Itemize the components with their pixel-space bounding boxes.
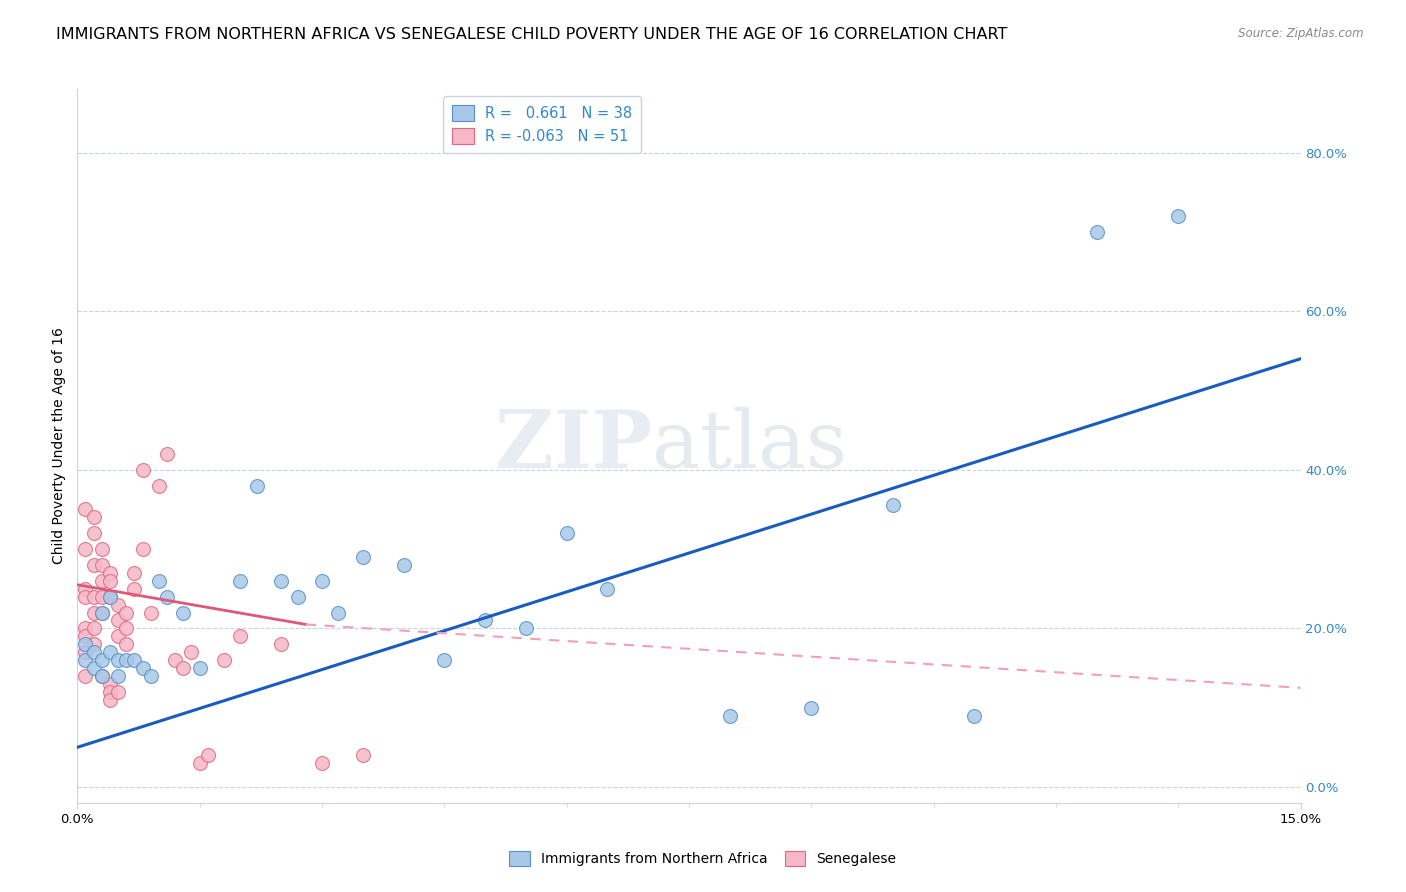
Point	[180, 645, 202, 659]
Point	[98, 692, 121, 706]
Point	[83, 558, 105, 572]
Point	[392, 558, 415, 572]
Point	[90, 590, 112, 604]
Point	[188, 756, 211, 771]
Legend: Immigrants from Northern Africa, Senegalese: Immigrants from Northern Africa, Senegal…	[503, 846, 903, 871]
Point	[131, 661, 153, 675]
Point	[75, 542, 97, 557]
Point	[148, 574, 170, 588]
Point	[433, 653, 456, 667]
Point	[98, 566, 121, 580]
Point	[212, 653, 235, 667]
Point	[124, 653, 146, 667]
Text: IMMIGRANTS FROM NORTHERN AFRICA VS SENEGALESE CHILD POVERTY UNDER THE AGE OF 16 : IMMIGRANTS FROM NORTHERN AFRICA VS SENEG…	[56, 27, 1008, 42]
Point	[83, 526, 105, 541]
Point	[172, 606, 194, 620]
Point	[139, 606, 162, 620]
Point	[75, 582, 97, 596]
Point	[139, 669, 162, 683]
Point	[83, 621, 105, 635]
Point	[963, 708, 986, 723]
Point	[75, 637, 97, 651]
Point	[107, 614, 129, 628]
Point	[75, 590, 97, 604]
Text: atlas: atlas	[652, 407, 848, 485]
Point	[156, 590, 179, 604]
Point	[311, 574, 333, 588]
Point	[115, 606, 138, 620]
Y-axis label: Child Poverty Under the Age of 16: Child Poverty Under the Age of 16	[52, 327, 66, 565]
Point	[270, 574, 292, 588]
Point	[197, 748, 219, 763]
Point	[596, 582, 619, 596]
Point	[90, 606, 112, 620]
Point	[165, 653, 187, 667]
Point	[515, 621, 537, 635]
Point	[131, 463, 153, 477]
Point	[131, 542, 153, 557]
Point	[229, 574, 252, 588]
Point	[98, 574, 121, 588]
Point	[75, 629, 97, 643]
Point	[90, 558, 112, 572]
Legend: R =   0.661   N = 38, R = -0.063   N = 51: R = 0.661 N = 38, R = -0.063 N = 51	[443, 96, 641, 153]
Point	[90, 574, 112, 588]
Point	[474, 614, 496, 628]
Point	[287, 590, 309, 604]
Point	[98, 590, 121, 604]
Point	[83, 637, 105, 651]
Point	[90, 669, 112, 683]
Point	[328, 606, 350, 620]
Point	[75, 621, 97, 635]
Point	[188, 661, 211, 675]
Point	[83, 645, 105, 659]
Point	[107, 629, 129, 643]
Point	[90, 669, 112, 683]
Point	[352, 549, 374, 564]
Point	[83, 606, 105, 620]
Point	[107, 669, 129, 683]
Point	[115, 637, 138, 651]
Point	[115, 653, 138, 667]
Point	[172, 661, 194, 675]
Point	[800, 700, 823, 714]
Point	[75, 645, 97, 659]
Point	[107, 598, 129, 612]
Point	[115, 621, 138, 635]
Point	[83, 661, 105, 675]
Point	[124, 566, 146, 580]
Point	[75, 669, 97, 683]
Point	[124, 582, 146, 596]
Point	[83, 510, 105, 524]
Point	[555, 526, 578, 541]
Point	[229, 629, 252, 643]
Point	[352, 748, 374, 763]
Point	[107, 685, 129, 699]
Point	[90, 653, 112, 667]
Point	[90, 542, 112, 557]
Point	[1167, 209, 1189, 223]
Point	[882, 499, 904, 513]
Point	[75, 502, 97, 516]
Text: Source: ZipAtlas.com: Source: ZipAtlas.com	[1239, 27, 1364, 40]
Point	[270, 637, 292, 651]
Point	[83, 590, 105, 604]
Point	[98, 685, 121, 699]
Point	[98, 590, 121, 604]
Point	[75, 653, 97, 667]
Point	[90, 606, 112, 620]
Point	[246, 478, 269, 492]
Point	[1085, 225, 1108, 239]
Point	[718, 708, 741, 723]
Point	[98, 677, 121, 691]
Point	[311, 756, 333, 771]
Point	[148, 478, 170, 492]
Point	[156, 447, 179, 461]
Point	[98, 645, 121, 659]
Point	[107, 653, 129, 667]
Text: ZIP: ZIP	[495, 407, 652, 485]
